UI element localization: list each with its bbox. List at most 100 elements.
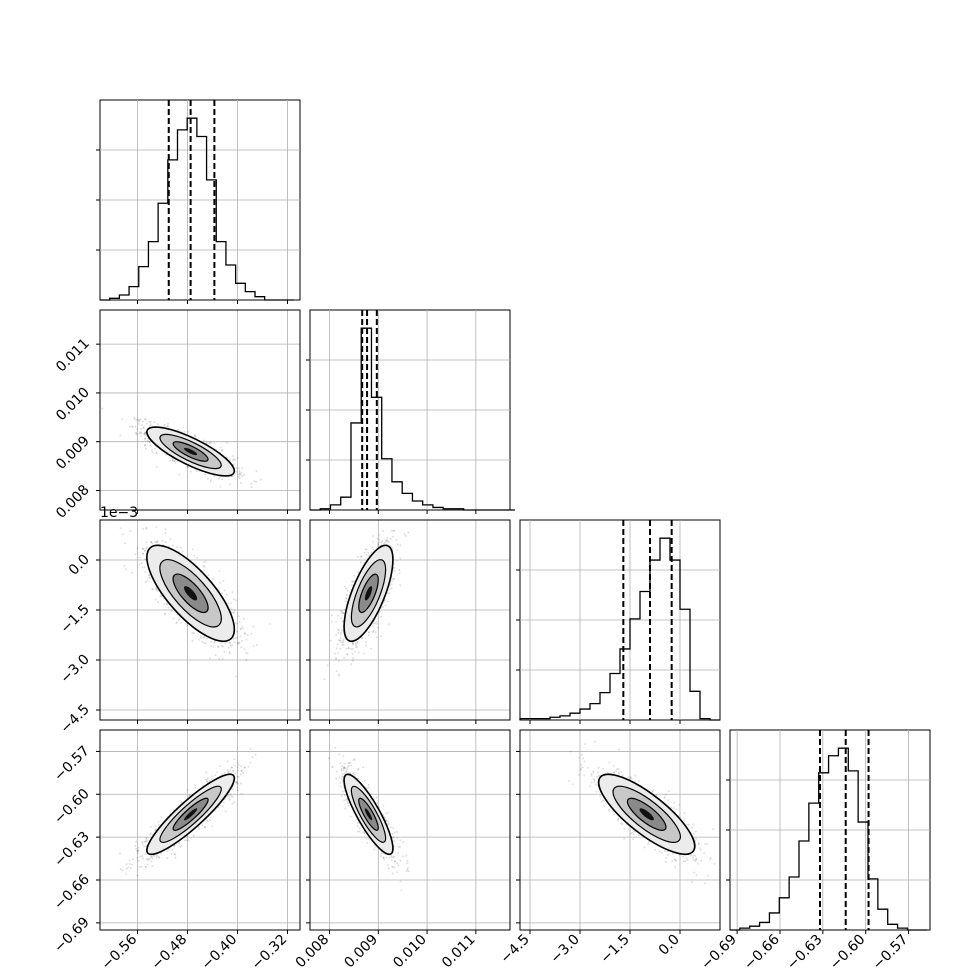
sample-point [392, 577, 395, 580]
sample-point [233, 609, 236, 612]
sample-point [232, 458, 235, 461]
sample-point [125, 867, 128, 870]
sample-point [143, 433, 146, 436]
sample-point [180, 844, 183, 847]
sample-point [136, 547, 139, 550]
sample-point [359, 555, 362, 558]
sample-point [155, 853, 158, 856]
hist-panel-2 [516, 519, 721, 721]
sample-point [163, 423, 166, 426]
sample-point [235, 622, 238, 625]
sample-point [208, 442, 211, 445]
sample-point [186, 465, 189, 468]
sample-point [236, 781, 238, 784]
sample-point [331, 620, 334, 623]
sample-point [151, 587, 154, 590]
sample-point [142, 552, 144, 555]
sample-point [167, 606, 170, 609]
sample-point [377, 543, 379, 546]
sample-point [355, 642, 357, 645]
sample-point [351, 643, 354, 646]
sample-point [202, 564, 205, 567]
sample-point [121, 869, 124, 872]
sample-point [233, 611, 236, 614]
sample-point [330, 614, 333, 617]
sample-point [213, 442, 216, 445]
sample-point [131, 425, 134, 428]
sample-point [345, 647, 348, 650]
sample-point [386, 538, 389, 541]
sample-point [161, 540, 164, 542]
sample-point [390, 583, 393, 586]
sample-point [237, 641, 240, 644]
sample-point [222, 579, 225, 582]
sample-point [144, 431, 147, 434]
sample-point [174, 459, 176, 462]
sample-point [178, 617, 181, 620]
sample-point [334, 656, 337, 659]
sample-point [155, 526, 158, 529]
sample-point [143, 444, 146, 447]
sample-point [252, 645, 255, 648]
sample-point [144, 549, 147, 552]
sample-point [360, 636, 363, 639]
sample-point [236, 630, 239, 633]
sample-point [155, 451, 158, 454]
sample-point [185, 839, 188, 842]
sample-point [210, 645, 213, 648]
sample-point [378, 533, 381, 536]
sample-point [387, 541, 390, 543]
sample-point [380, 615, 383, 618]
sample-point [204, 560, 207, 563]
sample-point [199, 635, 202, 638]
sample-point [141, 843, 144, 846]
sample-point [243, 766, 246, 769]
sample-point [193, 434, 196, 436]
sample-point [255, 480, 258, 483]
sample-point [192, 834, 195, 837]
contour-level [184, 447, 198, 456]
sample-point [229, 644, 232, 647]
sample-point [135, 432, 138, 435]
sample-point [206, 776, 209, 779]
sample-point [381, 539, 384, 542]
sample-point [125, 863, 128, 866]
sample-point [145, 541, 148, 544]
sample-point [201, 640, 204, 643]
sample-point [148, 421, 151, 423]
sample-point [245, 659, 248, 662]
sample-point [138, 432, 141, 435]
sample-point [144, 571, 147, 574]
sample-point [124, 568, 127, 571]
corner-plot-panels: −0.56 −0.48 −0.40 −0.32 0.008 0.009 0.010 0.011… [51, 99, 931, 970]
sample-point [342, 641, 345, 644]
sample-point [340, 641, 343, 644]
sample-point [250, 632, 253, 635]
sample-point [372, 535, 375, 538]
sample-point [349, 648, 352, 650]
sample-point [365, 548, 368, 551]
sample-point [164, 613, 167, 616]
sample-point [178, 473, 181, 476]
sample-point [211, 775, 214, 778]
sample-point [144, 444, 147, 446]
sample-point [239, 773, 242, 776]
sample-point [344, 600, 347, 603]
sample-point [151, 865, 154, 867]
hist-panel-1 [306, 309, 515, 511]
sample-point [138, 431, 141, 434]
sample-point [157, 601, 159, 604]
sample-point [165, 454, 168, 456]
sample-point [144, 558, 146, 561]
sample-point [198, 828, 201, 831]
sample-point [148, 441, 151, 444]
sample-point [155, 452, 158, 455]
sample-point [191, 632, 194, 635]
sample-point [335, 658, 338, 660]
sample-point [230, 794, 233, 797]
sample-point [330, 639, 332, 642]
sample-point [372, 630, 375, 633]
scatter-panel-2-1 [309, 519, 511, 721]
sample-point [392, 535, 394, 538]
sample-point [392, 530, 395, 533]
